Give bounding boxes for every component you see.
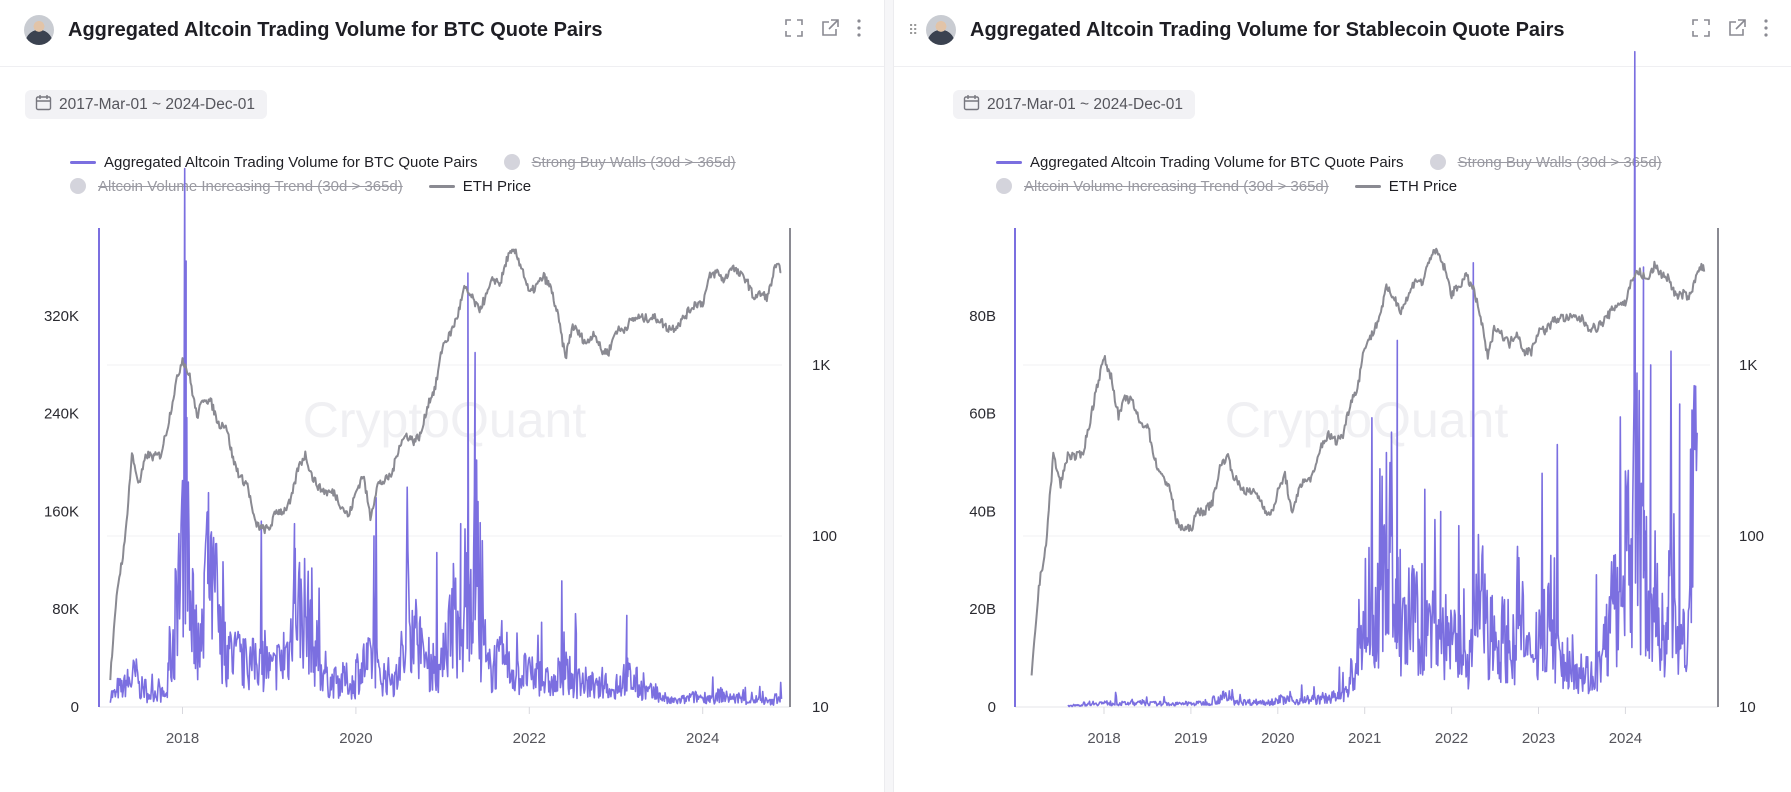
y-right-tick-label: 100 <box>1739 528 1764 545</box>
y-left-tick-label: 80K <box>52 601 79 618</box>
drag-handle-icon[interactable]: ⠿ <box>908 22 918 38</box>
x-tick-label: 2018 <box>166 730 199 747</box>
x-tick-label: 2020 <box>339 730 372 747</box>
legend-line-swatch <box>1354 184 1381 188</box>
legend-item[interactable]: ETH Price <box>428 177 532 195</box>
legend-item[interactable]: ETH Price <box>1354 177 1458 195</box>
y-left-tick-label: 320K <box>44 308 79 325</box>
y-left-tick-label: 80B <box>969 308 996 325</box>
date-range-text: 2017-Mar-01 ~ 2024-Dec-01 <box>59 95 256 113</box>
panel-title: Aggregated Altcoin Trading Volume for BT… <box>68 19 603 41</box>
legend-item[interactable]: Strong Buy Walls (30d > 365d) <box>503 153 736 171</box>
more-options-icon[interactable] <box>856 18 862 38</box>
legend-line-swatch <box>428 184 455 188</box>
fullscreen-icon[interactable] <box>784 18 804 38</box>
chart-panel-stablecoin-quote: ⠿ Aggregated Altcoin Trading Volume for … <box>893 0 1791 792</box>
author-avatar[interactable] <box>24 15 54 45</box>
x-tick-label: 2023 <box>1522 730 1555 747</box>
chart-stablecoin-quote: CryptoQuant 10 100 1K 0 20B 40B 60B 80B 2018 2019 2… <box>969 50 1764 747</box>
legend-dot-swatch <box>503 154 520 170</box>
series-eth-price-line <box>1030 247 1706 676</box>
legend-label: Aggregated Altcoin Trading Volume for BT… <box>1030 153 1404 171</box>
date-range-text: 2017-Mar-01 ~ 2024-Dec-01 <box>987 95 1184 113</box>
y-left-tick-label: 160K <box>44 503 79 520</box>
x-tick-label: 2024 <box>1609 730 1642 747</box>
chart-legend: Aggregated Altcoin Trading Volume for BT… <box>70 150 762 198</box>
more-options-icon[interactable] <box>1763 18 1769 38</box>
legend-label: ETH Price <box>1388 177 1458 195</box>
calendar-icon <box>963 94 980 116</box>
series-volume-line <box>109 167 783 706</box>
legend-label: Altcoin Volume Increasing Trend (30d > 3… <box>1024 177 1329 195</box>
series-eth-price-line <box>109 248 782 681</box>
legend-line-swatch <box>70 160 96 164</box>
legend-item[interactable]: Altcoin Volume Increasing Trend (30d > 3… <box>70 178 403 195</box>
panel-header: Aggregated Altcoin Trading Volume for BT… <box>0 0 884 67</box>
external-link-icon[interactable] <box>820 18 840 38</box>
legend-dot-swatch <box>70 178 86 194</box>
x-tick-label: 2022 <box>1435 730 1468 747</box>
legend-label: Strong Buy Walls (30d > 365d) <box>531 153 736 171</box>
legend-item[interactable]: Altcoin Volume Increasing Trend (30d > 3… <box>996 178 1329 195</box>
y-left-tick-label: 60B <box>969 406 996 423</box>
legend-dot-swatch <box>1429 154 1446 170</box>
legend-label: Strong Buy Walls (30d > 365d) <box>1457 153 1662 171</box>
chart-btc-quote: CryptoQuant 10 100 1K 0 80K 160K 240K 320K 2018 20… <box>44 167 837 747</box>
external-link-icon[interactable] <box>1727 18 1747 38</box>
panel-divider <box>885 0 893 792</box>
panel-header: ⠿ Aggregated Altcoin Trading Volume for … <box>894 0 1791 67</box>
chart-legend: Aggregated Altcoin Trading Volume for BT… <box>996 150 1688 198</box>
chart-panel-btc-quote: Aggregated Altcoin Trading Volume for BT… <box>0 0 885 792</box>
y-right-tick-label: 10 <box>812 699 829 716</box>
legend-item[interactable]: Aggregated Altcoin Trading Volume for BT… <box>70 154 478 171</box>
author-avatar[interactable] <box>926 15 956 45</box>
x-tick-label: 2024 <box>686 730 719 747</box>
date-range-picker[interactable]: 2017-Mar-01 ~ 2024-Dec-01 <box>953 90 1196 119</box>
y-right-tick-label: 10 <box>1739 699 1756 716</box>
y-left-tick-label: 240K <box>44 406 79 423</box>
x-tick-label: 2018 <box>1087 730 1120 747</box>
watermark: CryptoQuant <box>1225 392 1509 448</box>
legend-item[interactable]: Aggregated Altcoin Trading Volume for BT… <box>996 154 1404 171</box>
y-right-tick-label: 1K <box>812 357 830 374</box>
y-left-tick-label: 0 <box>71 699 79 716</box>
calendar-icon <box>35 94 52 116</box>
panel-title: Aggregated Altcoin Trading Volume for St… <box>970 19 1565 41</box>
x-tick-label: 2022 <box>513 730 546 747</box>
y-right-tick-label: 1K <box>1739 357 1757 374</box>
legend-label: Altcoin Volume Increasing Trend (30d > 3… <box>98 177 403 195</box>
watermark: CryptoQuant <box>303 392 587 448</box>
y-left-tick-label: 40B <box>969 503 996 520</box>
legend-dot-swatch <box>996 178 1012 194</box>
legend-item[interactable]: Strong Buy Walls (30d > 365d) <box>1429 153 1662 171</box>
y-right-tick-label: 100 <box>812 528 837 545</box>
x-tick-label: 2019 <box>1174 730 1207 747</box>
legend-label: Aggregated Altcoin Trading Volume for BT… <box>104 153 478 171</box>
series-volume-line <box>1067 50 1698 708</box>
y-left-tick-label: 0 <box>988 699 996 716</box>
legend-line-swatch <box>996 160 1022 164</box>
date-range-picker[interactable]: 2017-Mar-01 ~ 2024-Dec-01 <box>25 90 268 119</box>
legend-label: ETH Price <box>462 177 532 195</box>
y-left-tick-label: 20B <box>969 601 996 618</box>
fullscreen-icon[interactable] <box>1691 18 1711 38</box>
x-tick-label: 2021 <box>1348 730 1381 747</box>
x-tick-label: 2020 <box>1261 730 1294 747</box>
